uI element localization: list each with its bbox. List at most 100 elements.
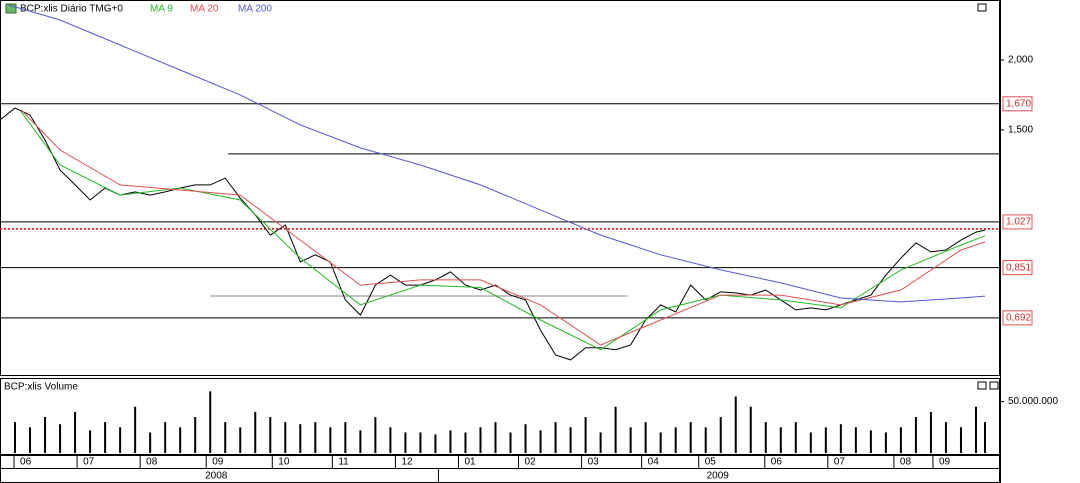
volume-bar: [959, 427, 962, 453]
price-panel: [0, 0, 1000, 376]
volume-bar: [389, 427, 392, 453]
volume-bar: [59, 424, 62, 453]
volume-bar: [854, 427, 857, 453]
volume-bar: [359, 430, 362, 453]
volume-bar: [404, 432, 407, 453]
volume-bar: [314, 422, 317, 453]
x-tick-label: 06: [771, 457, 783, 468]
maximize-button[interactable]: [977, 381, 987, 390]
volume-bar: [209, 391, 212, 453]
volume-bar: [674, 427, 677, 453]
volume-bar: [479, 427, 482, 453]
x-tick-label: 08: [146, 457, 158, 468]
volume-bar: [944, 422, 947, 453]
close-button[interactable]: [989, 381, 999, 390]
chart-title[interactable]: BCP:xlis Diário TMG+0: [20, 4, 123, 15]
x-tick-label: 12: [401, 457, 413, 468]
legend-entry[interactable]: MA 200: [238, 4, 272, 15]
year-label: 2008: [205, 471, 228, 482]
x-tick-label: 07: [834, 457, 846, 468]
maximize-button[interactable]: [977, 3, 987, 12]
y-tick-label: 1,500: [1008, 125, 1033, 136]
volume-bar: [554, 422, 557, 453]
x-tick-label: 02: [525, 457, 537, 468]
volume-bar: [344, 422, 347, 453]
volume-bar: [119, 427, 122, 453]
volume-bar: [44, 417, 47, 453]
volume-bar: [689, 422, 692, 453]
legend-entry[interactable]: MA 20: [190, 4, 219, 15]
volume-bar: [584, 417, 587, 453]
volume-bar: [704, 427, 707, 453]
price-line: [0, 107, 986, 361]
x-tick-label: 06: [20, 457, 32, 468]
volume-panel: [0, 378, 1000, 455]
volume-bar: [419, 432, 422, 453]
x-tick-label: 11: [338, 457, 349, 468]
level-label: 0,692: [1006, 313, 1031, 324]
volume-bar: [449, 430, 452, 453]
volume-bar: [194, 417, 197, 453]
volume-bar: [539, 430, 542, 453]
x-tick-label: 07: [83, 457, 95, 468]
x-tick-label: 04: [648, 457, 660, 468]
volume-bar: [134, 406, 137, 453]
volume-bar: [524, 424, 527, 453]
volume-bar: [329, 427, 332, 453]
volume-bar: [659, 432, 662, 453]
volume-title: BCP:xlis Volume: [4, 382, 78, 393]
price-line: [20, 109, 986, 346]
y-tick-label: 2,000: [1008, 55, 1033, 66]
level-label-box: [1002, 260, 1033, 276]
x-tick-label: 05: [705, 457, 717, 468]
volume-bar: [794, 422, 797, 453]
volume-bar: [899, 427, 902, 453]
x-tick-label: 10: [278, 457, 290, 468]
x-tick-label: 03: [588, 457, 600, 468]
volume-bar: [929, 411, 932, 453]
volume-bar: [914, 417, 917, 453]
x-tick-label: 09: [939, 457, 951, 468]
symbol-icon[interactable]: [5, 3, 17, 14]
x-tick-label: 01: [464, 457, 476, 468]
volume-bar: [254, 411, 257, 453]
volume-bar: [809, 432, 812, 453]
volume-bar: [104, 422, 107, 453]
volume-bar: [974, 406, 977, 453]
volume-bar: [284, 422, 287, 453]
volume-bar: [884, 432, 887, 453]
volume-bar: [179, 427, 182, 453]
volume-bar: [824, 427, 827, 453]
level-label-box: [1002, 214, 1033, 230]
level-label-box: [1002, 96, 1033, 112]
volume-bar: [239, 427, 242, 453]
volume-bar: [644, 422, 647, 453]
volume-bar: [299, 424, 302, 453]
volume-bar: [749, 406, 752, 453]
volume-bar: [869, 430, 872, 453]
volume-bar: [509, 432, 512, 453]
legend-entry[interactable]: MA 9: [150, 4, 173, 15]
x-tick-label: 09: [212, 457, 224, 468]
level-label-box: [1002, 310, 1033, 326]
level-label: 1,670: [1006, 98, 1031, 109]
volume-bar: [719, 417, 722, 453]
year-label: 2009: [707, 471, 730, 482]
volume-bar: [779, 427, 782, 453]
volume-bar: [224, 422, 227, 453]
volume-bar: [629, 427, 632, 453]
volume-bar: [983, 422, 986, 453]
volume-bar: [0, 432, 1, 453]
volume-bar: [89, 430, 92, 453]
volume-bar: [29, 427, 32, 453]
x-tick-label: 08: [900, 457, 912, 468]
volume-bar: [374, 417, 377, 453]
volume-bar: [74, 411, 77, 453]
volume-bar: [734, 396, 737, 453]
volume-bar: [269, 417, 272, 453]
volume-bar: [434, 434, 437, 453]
volume-bar: [599, 432, 602, 453]
y-tick-label: 50.000.000: [1008, 396, 1058, 407]
volume-bar: [839, 424, 842, 453]
